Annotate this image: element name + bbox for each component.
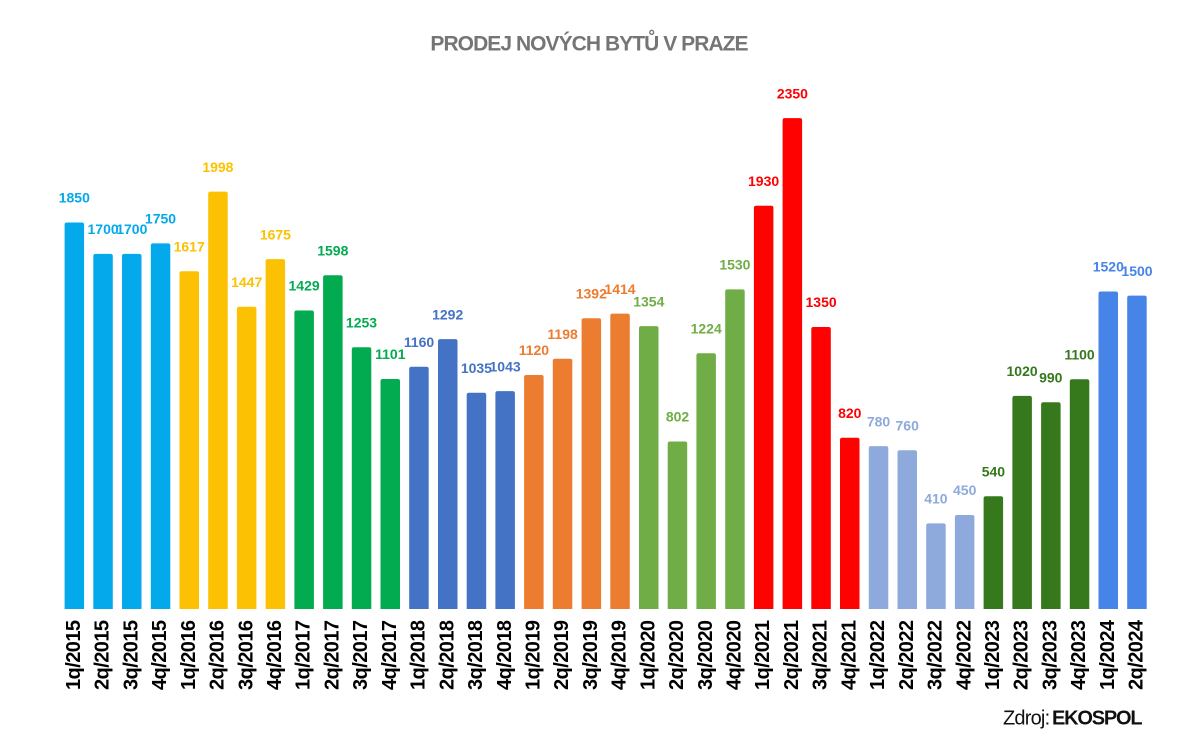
svg-text:1q/2023: 1q/2023 [982, 620, 1004, 690]
svg-text:540: 540 [982, 463, 1006, 479]
svg-text:1q/2024: 1q/2024 [1097, 619, 1119, 690]
svg-text:1120: 1120 [519, 342, 550, 358]
svg-text:820: 820 [838, 405, 862, 421]
svg-text:1998: 1998 [202, 159, 233, 175]
svg-text:1q/2022: 1q/2022 [867, 620, 889, 690]
svg-text:3q/2021: 3q/2021 [810, 620, 832, 690]
svg-text:1350: 1350 [806, 294, 837, 310]
svg-text:1100: 1100 [1064, 346, 1095, 362]
svg-text:2q/2020: 2q/2020 [666, 620, 688, 690]
svg-text:4q/2020: 4q/2020 [724, 620, 746, 690]
svg-text:3q/2015: 3q/2015 [120, 620, 142, 690]
svg-text:1414: 1414 [604, 281, 635, 297]
svg-text:2q/2023: 2q/2023 [1011, 620, 1033, 690]
svg-text:1530: 1530 [719, 257, 750, 273]
svg-text:1224: 1224 [691, 321, 722, 337]
svg-text:3q/2022: 3q/2022 [925, 620, 947, 690]
svg-text:1253: 1253 [346, 314, 377, 330]
svg-text:1198: 1198 [547, 326, 578, 342]
svg-text:1429: 1429 [289, 278, 320, 294]
svg-text:1q/2018: 1q/2018 [408, 620, 430, 690]
svg-text:2q/2021: 2q/2021 [781, 620, 803, 690]
svg-text:1160: 1160 [404, 334, 435, 350]
svg-text:1q/2019: 1q/2019 [523, 620, 545, 690]
svg-text:1750: 1750 [145, 211, 176, 227]
svg-text:PRODEJ NOVÝCH BYTŮ V PRAZE: PRODEJ NOVÝCH BYTŮ V PRAZE [430, 30, 748, 56]
svg-text:1850: 1850 [59, 190, 90, 206]
svg-text:1520: 1520 [1093, 259, 1124, 275]
svg-text:1598: 1598 [317, 242, 348, 258]
svg-text:760: 760 [896, 417, 920, 433]
svg-text:1035: 1035 [461, 360, 492, 376]
svg-text:2q/2022: 2q/2022 [896, 620, 918, 690]
svg-text:2q/2018: 2q/2018 [436, 620, 458, 690]
svg-text:3q/2023: 3q/2023 [1039, 620, 1061, 690]
svg-text:1700: 1700 [88, 221, 119, 237]
svg-text:4q/2017: 4q/2017 [379, 620, 401, 690]
svg-text:Zdroj:: Zdroj: [1003, 708, 1049, 730]
svg-text:4q/2018: 4q/2018 [494, 620, 516, 690]
svg-text:4q/2019: 4q/2019 [609, 620, 631, 690]
svg-text:4q/2023: 4q/2023 [1068, 620, 1090, 690]
svg-text:1500: 1500 [1121, 263, 1152, 279]
svg-text:1043: 1043 [490, 358, 521, 374]
svg-text:4q/2016: 4q/2016 [264, 620, 286, 690]
svg-text:2350: 2350 [777, 85, 808, 101]
svg-text:1q/2020: 1q/2020 [637, 620, 659, 690]
svg-text:3q/2019: 3q/2019 [580, 620, 602, 690]
svg-text:1700: 1700 [116, 221, 147, 237]
svg-text:2q/2024: 2q/2024 [1126, 619, 1148, 690]
svg-text:3q/2017: 3q/2017 [350, 620, 372, 690]
svg-text:1020: 1020 [1007, 363, 1038, 379]
svg-text:2q/2017: 2q/2017 [321, 620, 343, 690]
svg-text:450: 450 [953, 482, 977, 498]
svg-text:1354: 1354 [633, 293, 664, 309]
svg-text:1q/2015: 1q/2015 [63, 620, 85, 690]
svg-text:2q/2019: 2q/2019 [551, 620, 573, 690]
svg-text:2q/2016: 2q/2016 [207, 620, 229, 690]
svg-text:3q/2018: 3q/2018 [465, 620, 487, 690]
svg-text:990: 990 [1039, 369, 1063, 385]
svg-text:4q/2021: 4q/2021 [838, 620, 860, 690]
svg-text:1617: 1617 [174, 238, 205, 254]
svg-text:1q/2021: 1q/2021 [752, 620, 774, 690]
svg-text:1q/2016: 1q/2016 [178, 620, 200, 690]
svg-text:780: 780 [867, 413, 891, 429]
svg-text:4q/2015: 4q/2015 [149, 620, 171, 690]
svg-text:4q/2022: 4q/2022 [953, 620, 975, 690]
svg-text:3q/2020: 3q/2020 [695, 620, 717, 690]
svg-text:3q/2016: 3q/2016 [235, 620, 257, 690]
svg-text:EKOSPOL: EKOSPOL [1052, 708, 1142, 730]
svg-text:1392: 1392 [576, 285, 607, 301]
svg-text:1q/2017: 1q/2017 [293, 620, 315, 690]
svg-text:410: 410 [924, 491, 948, 507]
svg-text:1930: 1930 [748, 173, 779, 189]
svg-text:2q/2015: 2q/2015 [92, 620, 114, 690]
svg-text:1447: 1447 [231, 274, 262, 290]
svg-text:802: 802 [666, 409, 690, 425]
svg-text:1675: 1675 [260, 226, 291, 242]
svg-text:1292: 1292 [432, 306, 463, 322]
svg-text:1101: 1101 [375, 346, 406, 362]
